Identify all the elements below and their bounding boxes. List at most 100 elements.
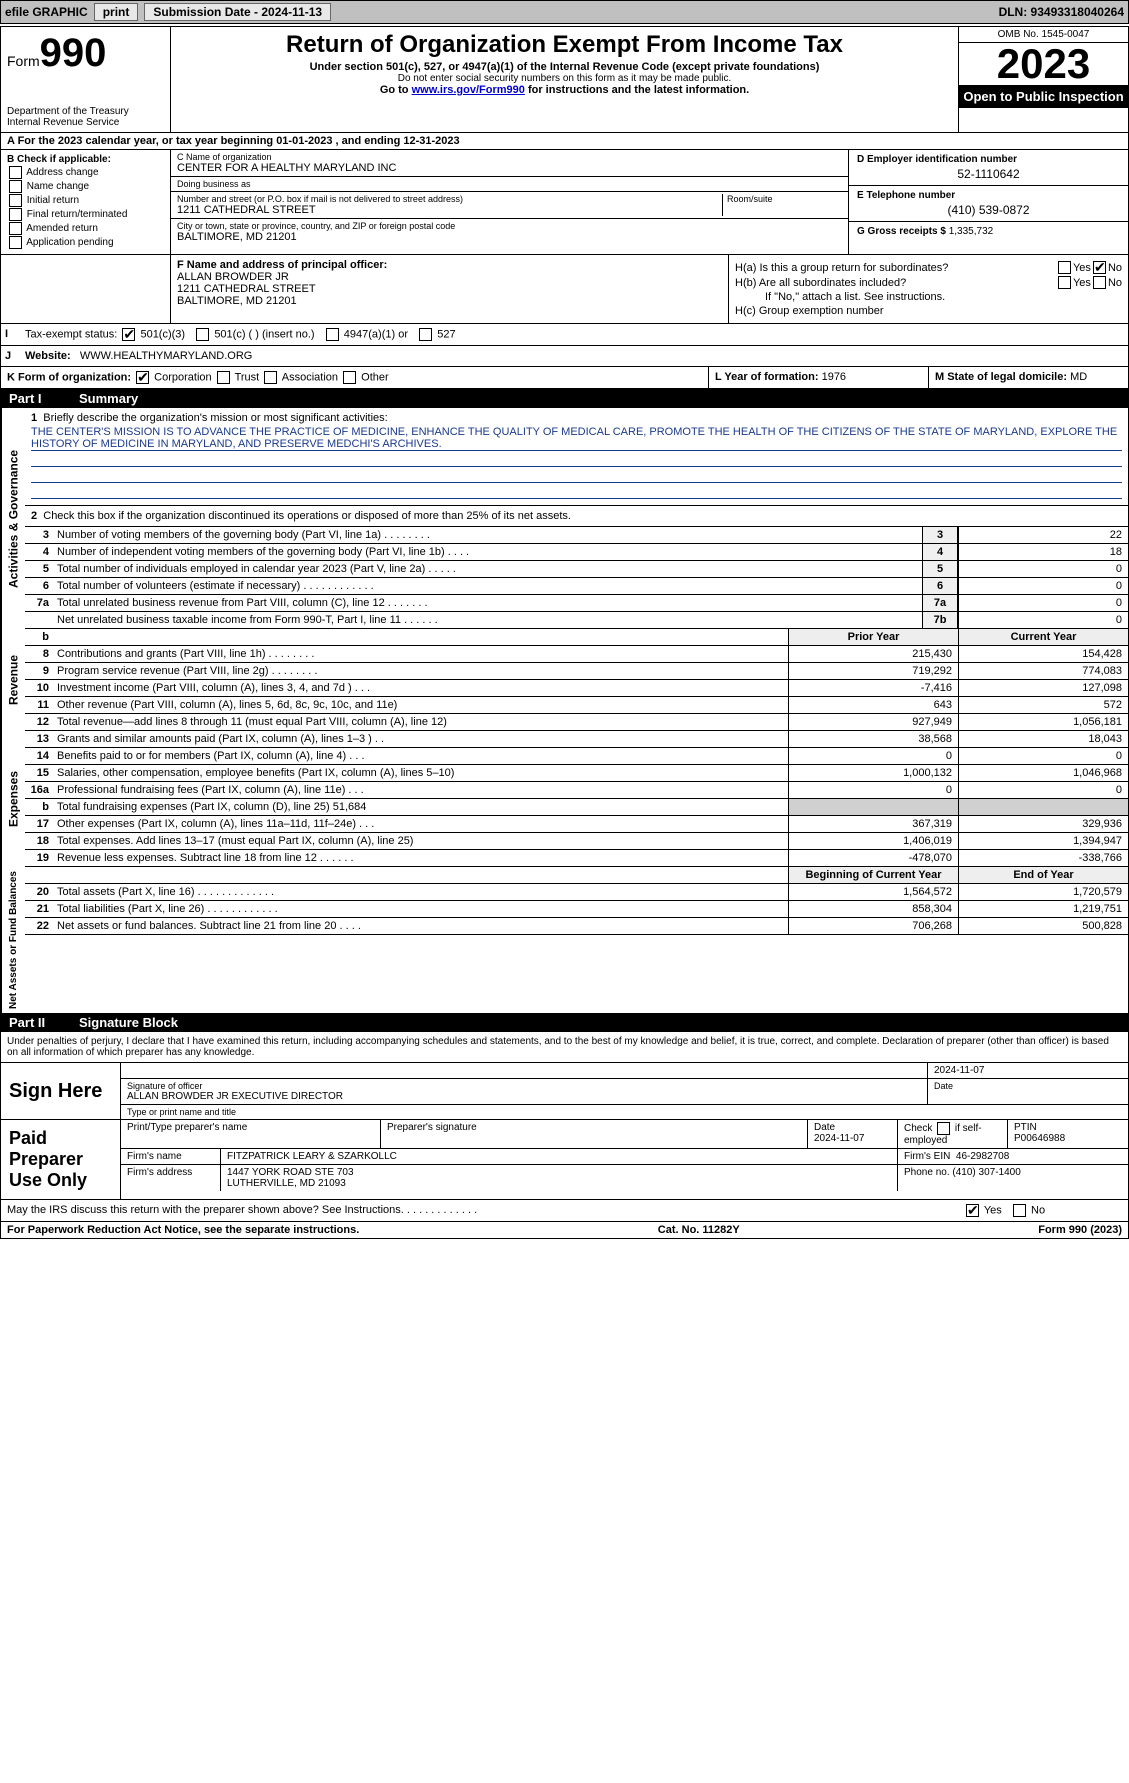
year-formation: 1976 (822, 371, 846, 383)
col-f-officer: F Name and address of principal officer:… (171, 255, 728, 323)
firm-name-label: Firm's name (121, 1149, 221, 1164)
chk-app-pending[interactable]: Application pending (7, 236, 164, 249)
part2-title: Signature Block (79, 1015, 178, 1030)
discuss-label: May the IRS discuss this return with the… (7, 1204, 477, 1216)
firm-addr-label: Firm's address (121, 1165, 221, 1191)
chk-501c[interactable] (196, 328, 209, 341)
topbar: efile GRAPHIC print Submission Date - 20… (0, 0, 1129, 24)
row-klm: K Form of organization: Corporation Trus… (1, 367, 1128, 389)
footer-mid: Cat. No. 11282Y (658, 1224, 740, 1236)
paid-preparer-label: Paid Preparer Use Only (1, 1120, 121, 1199)
data-line: 11Other revenue (Part VIII, column (A), … (25, 697, 1128, 714)
section-bcde: B Check if applicable: Address change Na… (1, 150, 1128, 255)
gross-receipts: 1,335,732 (949, 226, 994, 237)
current-year-hdr: Current Year (958, 629, 1128, 645)
website-url: WWW.HEALTHYMARYLAND.ORG (80, 350, 253, 362)
firm-ein: 46-2982708 (956, 1151, 1009, 1162)
q1-num: 1 (31, 412, 37, 424)
data-line: 16aProfessional fundraising fees (Part I… (25, 782, 1128, 799)
data-line: 12Total revenue—add lines 8 through 11 (… (25, 714, 1128, 731)
data-line: 21Total liabilities (Part X, line 26) . … (25, 901, 1128, 918)
hb-yes[interactable] (1058, 276, 1071, 289)
section-fh: F Name and address of principal officer:… (1, 255, 1128, 324)
discuss-row: May the IRS discuss this return with the… (1, 1200, 1128, 1221)
paid-preparer-row: Paid Preparer Use Only Print/Type prepar… (1, 1120, 1128, 1200)
firm-addr2: LUTHERVILLE, MD 21093 (227, 1178, 891, 1189)
prep-sig-hdr: Preparer's signature (381, 1120, 808, 1148)
org-name: CENTER FOR A HEALTHY MARYLAND INC (177, 162, 842, 174)
form-number: 990 (40, 31, 107, 75)
sign-here-row: Sign Here 2024-11-07 Signature of office… (1, 1063, 1128, 1120)
ha-yes[interactable] (1058, 261, 1071, 274)
part1-title: Summary (79, 391, 138, 406)
type-name-label: Type or print name and title (121, 1105, 1128, 1119)
f-label: F Name and address of principal officer: (177, 259, 722, 271)
print-button[interactable]: print (94, 3, 139, 21)
d-ein-label: D Employer identification number (857, 154, 1120, 165)
side-ag: Activities & Governance (1, 408, 25, 629)
chk-other[interactable] (343, 371, 356, 384)
ptin-hdr: PTIN (1014, 1122, 1122, 1133)
firm-phone: (410) 307-1400 (952, 1167, 1020, 1178)
side-exp: Expenses (1, 731, 25, 867)
form-990: Form990 Department of the Treasury Inter… (0, 26, 1129, 1239)
rev-b-label: b (25, 629, 53, 645)
discuss-yes[interactable] (966, 1204, 979, 1217)
na-header-row: Beginning of Current Year End of Year (25, 867, 1128, 884)
data-line: 14Benefits paid to or for members (Part … (25, 748, 1128, 765)
officer-addr1: 1211 CATHEDRAL STREET (177, 283, 722, 295)
summary-line: Net unrelated business taxable income fr… (25, 612, 1128, 629)
side-rev: Revenue (1, 629, 25, 731)
chk-4947[interactable] (326, 328, 339, 341)
data-line: 22Net assets or fund balances. Subtract … (25, 918, 1128, 935)
i-label: Tax-exempt status: (25, 328, 117, 340)
hb-no[interactable] (1093, 276, 1106, 289)
firm-ein-label: Firm's EIN (904, 1151, 950, 1162)
begin-year-hdr: Beginning of Current Year (788, 867, 958, 883)
public-inspection: Open to Public Inspection (959, 85, 1128, 108)
footer-row: For Paperwork Reduction Act Notice, see … (1, 1221, 1128, 1238)
data-line: 17Other expenses (Part IX, column (A), l… (25, 816, 1128, 833)
rev-header-row: b Prior Year Current Year (25, 629, 1128, 646)
discuss-no[interactable] (1013, 1204, 1026, 1217)
firm-name: FITZPATRICK LEARY & SZARKOLLC (221, 1149, 898, 1164)
data-line: 10Investment income (Part VIII, column (… (25, 680, 1128, 697)
chk-corp[interactable] (136, 371, 149, 384)
activities-governance: Activities & Governance 1 Briefly descri… (1, 408, 1128, 629)
chk-amended[interactable]: Amended return (7, 222, 164, 235)
officer-name: ALLAN BROWDER JR (177, 271, 722, 283)
irs-link[interactable]: www.irs.gov/Form990 (412, 84, 525, 96)
chk-trust[interactable] (217, 371, 230, 384)
org-city: BALTIMORE, MD 21201 (177, 231, 842, 243)
q1-mission: 1 Briefly describe the organization's mi… (25, 408, 1128, 506)
chk-501c3[interactable] (122, 328, 135, 341)
e-phone-label: E Telephone number (857, 190, 1120, 201)
sign-here-label: Sign Here (1, 1063, 121, 1119)
q1-label: Briefly describe the organization's miss… (43, 412, 387, 424)
header-mid: Return of Organization Exempt From Incom… (171, 27, 958, 132)
chk-final-return[interactable]: Final return/terminated (7, 208, 164, 221)
chk-initial-return[interactable]: Initial return (7, 194, 164, 207)
chk-self-employed[interactable] (937, 1122, 950, 1135)
l-label: L Year of formation: (715, 371, 819, 383)
c-dba-label: Doing business as (177, 179, 842, 189)
col-b-checkboxes: B Check if applicable: Address change Na… (1, 150, 171, 254)
chk-527[interactable] (419, 328, 432, 341)
row-i: I Tax-exempt status: 501(c)(3) 501(c) ( … (1, 324, 1128, 346)
ha-no[interactable] (1093, 261, 1106, 274)
netassets-section: Net Assets or Fund Balances Beginning of… (1, 867, 1128, 1013)
tax-year: 2023 (959, 43, 1128, 85)
chk-name-change[interactable]: Name change (7, 180, 164, 193)
col-c-org: C Name of organization CENTER FOR A HEAL… (171, 150, 848, 254)
hc-label: H(c) Group exemption number (735, 305, 884, 317)
date-label: Date (928, 1079, 1128, 1104)
org-street: 1211 CATHEDRAL STREET (177, 204, 722, 216)
chk-address-change[interactable]: Address change (7, 166, 164, 179)
expenses-section: Expenses 13Grants and similar amounts pa… (1, 731, 1128, 867)
mission-text: THE CENTER'S MISSION IS TO ADVANCE THE P… (31, 426, 1122, 451)
end-year-hdr: End of Year (958, 867, 1128, 883)
q2-row: 2 Check this box if the organization dis… (25, 506, 1128, 527)
chk-assoc[interactable] (264, 371, 277, 384)
firm-addr1: 1447 YORK ROAD STE 703 (227, 1167, 891, 1178)
data-line: 20Total assets (Part X, line 16) . . . .… (25, 884, 1128, 901)
